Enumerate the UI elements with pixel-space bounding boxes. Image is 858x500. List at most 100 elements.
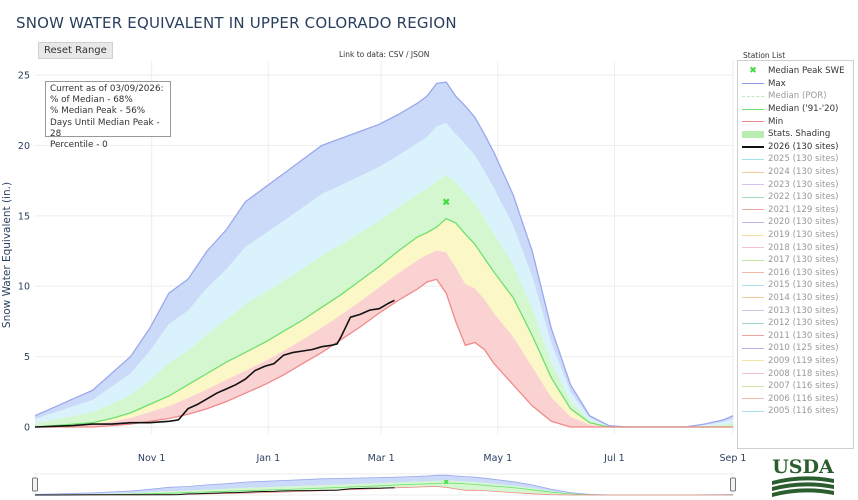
legend-item[interactable]: Median (POR) <box>738 90 853 103</box>
y-tick-label: 20 <box>18 141 30 152</box>
legend-label: 2005 (116 sites) <box>768 406 839 417</box>
legend-symbol <box>738 230 768 240</box>
legend-item[interactable]: Median ('91-'20) <box>738 103 853 116</box>
station-list-legend: ✖ Median Peak SWE Max Median (POR) Median ('… <box>737 60 854 449</box>
x-tick-label: Mar 1 <box>368 453 395 464</box>
legend-item[interactable]: 2016 (130 sites) <box>738 267 853 280</box>
legend-item[interactable]: 2015 (130 sites) <box>738 279 853 292</box>
data-link[interactable]: Link to data: CSV / JSON <box>339 50 430 59</box>
legend-swatch <box>742 335 764 337</box>
legend-swatch <box>742 145 764 148</box>
legend-symbol <box>738 104 768 114</box>
legend-item[interactable]: 2020 (130 sites) <box>738 216 853 229</box>
legend-symbol <box>738 343 768 353</box>
legend-item[interactable]: 2017 (130 sites) <box>738 254 853 267</box>
legend-label: 2024 (130 sites) <box>768 167 839 178</box>
legend-item[interactable]: 2021 (129 sites) <box>738 204 853 217</box>
legend-item[interactable]: Stats. Shading <box>738 128 853 141</box>
legend-item[interactable]: 2019 (130 sites) <box>738 229 853 242</box>
chart-title: SNOW WATER EQUIVALENT IN UPPER COLORADO … <box>16 14 457 32</box>
legend-item[interactable]: 2005 (116 sites) <box>738 405 853 418</box>
reset-range-button[interactable]: Reset Range <box>38 42 113 59</box>
legend-swatch <box>742 209 764 211</box>
axes: 0 5 10 15 20 25 Nov 1 Jan 1 Mar 1 May 1 Jul 1 Sep 1 <box>18 71 747 464</box>
range-handle-left[interactable] <box>32 477 38 492</box>
legend-item[interactable]: 2011 (130 sites) <box>738 329 853 342</box>
legend-symbol <box>738 142 768 152</box>
legend-item[interactable]: 2025 (130 sites) <box>738 153 853 166</box>
legend-swatch <box>742 410 764 412</box>
legend-item[interactable]: 2010 (125 sites) <box>738 342 853 355</box>
legend-item[interactable]: 2008 (118 sites) <box>738 367 853 380</box>
y-tick-label: 5 <box>24 352 30 363</box>
legend-item[interactable]: ✖ Median Peak SWE <box>738 65 853 78</box>
legend-item[interactable]: 2022 (130 sites) <box>738 191 853 204</box>
legend-item[interactable]: 2023 (130 sites) <box>738 178 853 191</box>
legend-symbol <box>738 280 768 290</box>
legend-symbol <box>738 205 768 215</box>
max-line <box>34 81 734 428</box>
band-p90-p70 <box>35 123 733 427</box>
legend-symbol <box>738 117 768 127</box>
mini-median-line <box>34 482 733 496</box>
legend-symbol <box>738 243 768 253</box>
legend-swatch <box>742 83 764 85</box>
median-peak-marker: ✖ <box>442 197 450 208</box>
legend-item[interactable]: 2024 (130 sites) <box>738 166 853 179</box>
legend-label: 2019 (130 sites) <box>768 230 839 241</box>
y-tick-label: 10 <box>18 282 30 293</box>
legend-symbol <box>738 356 768 366</box>
legend-label: Min <box>768 116 784 127</box>
legend-symbol <box>738 154 768 164</box>
legend-item[interactable]: Max <box>738 78 853 91</box>
mini-band-upper <box>35 475 733 495</box>
legend-symbol <box>738 129 768 139</box>
legend-swatch <box>742 108 764 110</box>
legend-label: 2015 (130 sites) <box>768 280 839 291</box>
legend-item[interactable]: Min <box>738 115 853 128</box>
legend-label: 2018 (130 sites) <box>768 242 839 253</box>
legend-item[interactable]: 2007 (116 sites) <box>738 380 853 393</box>
y-tick-label: 15 <box>18 211 30 222</box>
mini-current-line <box>35 487 395 496</box>
usda-logo: USDA <box>772 456 834 497</box>
legend-label: Max <box>768 78 786 89</box>
legend-item[interactable]: 2013 (130 sites) <box>738 304 853 317</box>
legend-swatch: ✖ <box>749 66 757 77</box>
legend-label: 2017 (130 sites) <box>768 255 839 266</box>
stats-pct-median-peak: % Median Peak - 56% <box>50 106 146 117</box>
x-tick-label: Jan 1 <box>255 453 280 464</box>
legend-label: 2007 (116 sites) <box>768 381 839 392</box>
legend-item[interactable]: 2012 (130 sites) <box>738 317 853 330</box>
legend-label: 2016 (130 sites) <box>768 267 839 278</box>
legend-label: 2025 (130 sites) <box>768 154 839 165</box>
x-tick-label: Jul 1 <box>603 453 625 464</box>
legend-label: 2009 (119 sites) <box>768 355 839 366</box>
legend-swatch <box>742 196 764 198</box>
legend-swatch <box>742 398 764 400</box>
legend-symbol <box>738 406 768 416</box>
legend-label: 2026 (130 sites) <box>768 141 839 152</box>
legend-swatch <box>742 360 764 362</box>
range-handle-right[interactable] <box>730 477 736 492</box>
legend-item[interactable]: 2009 (119 sites) <box>738 355 853 368</box>
legend-swatch <box>742 130 764 138</box>
band-max-p90 <box>35 82 733 427</box>
legend-label: Stats. Shading <box>768 129 831 140</box>
legend-item[interactable]: 2006 (116 sites) <box>738 392 853 405</box>
legend-label: 2021 (129 sites) <box>768 204 839 215</box>
legend-symbol <box>738 192 768 202</box>
legend-item[interactable]: 2026 (130 sites) <box>738 141 853 154</box>
legend-item[interactable]: 2014 (130 sites) <box>738 292 853 305</box>
legend-symbol <box>738 369 768 379</box>
current-year-line <box>34 299 395 428</box>
range-slider[interactable]: ✖ <box>32 473 736 496</box>
legend-symbol <box>738 180 768 190</box>
svg-text:USDA: USDA <box>772 456 834 478</box>
legend-symbol <box>738 381 768 391</box>
legend-swatch <box>742 234 764 236</box>
legend-symbol <box>738 91 768 101</box>
legend-swatch <box>742 158 764 160</box>
legend-item[interactable]: 2018 (130 sites) <box>738 241 853 254</box>
